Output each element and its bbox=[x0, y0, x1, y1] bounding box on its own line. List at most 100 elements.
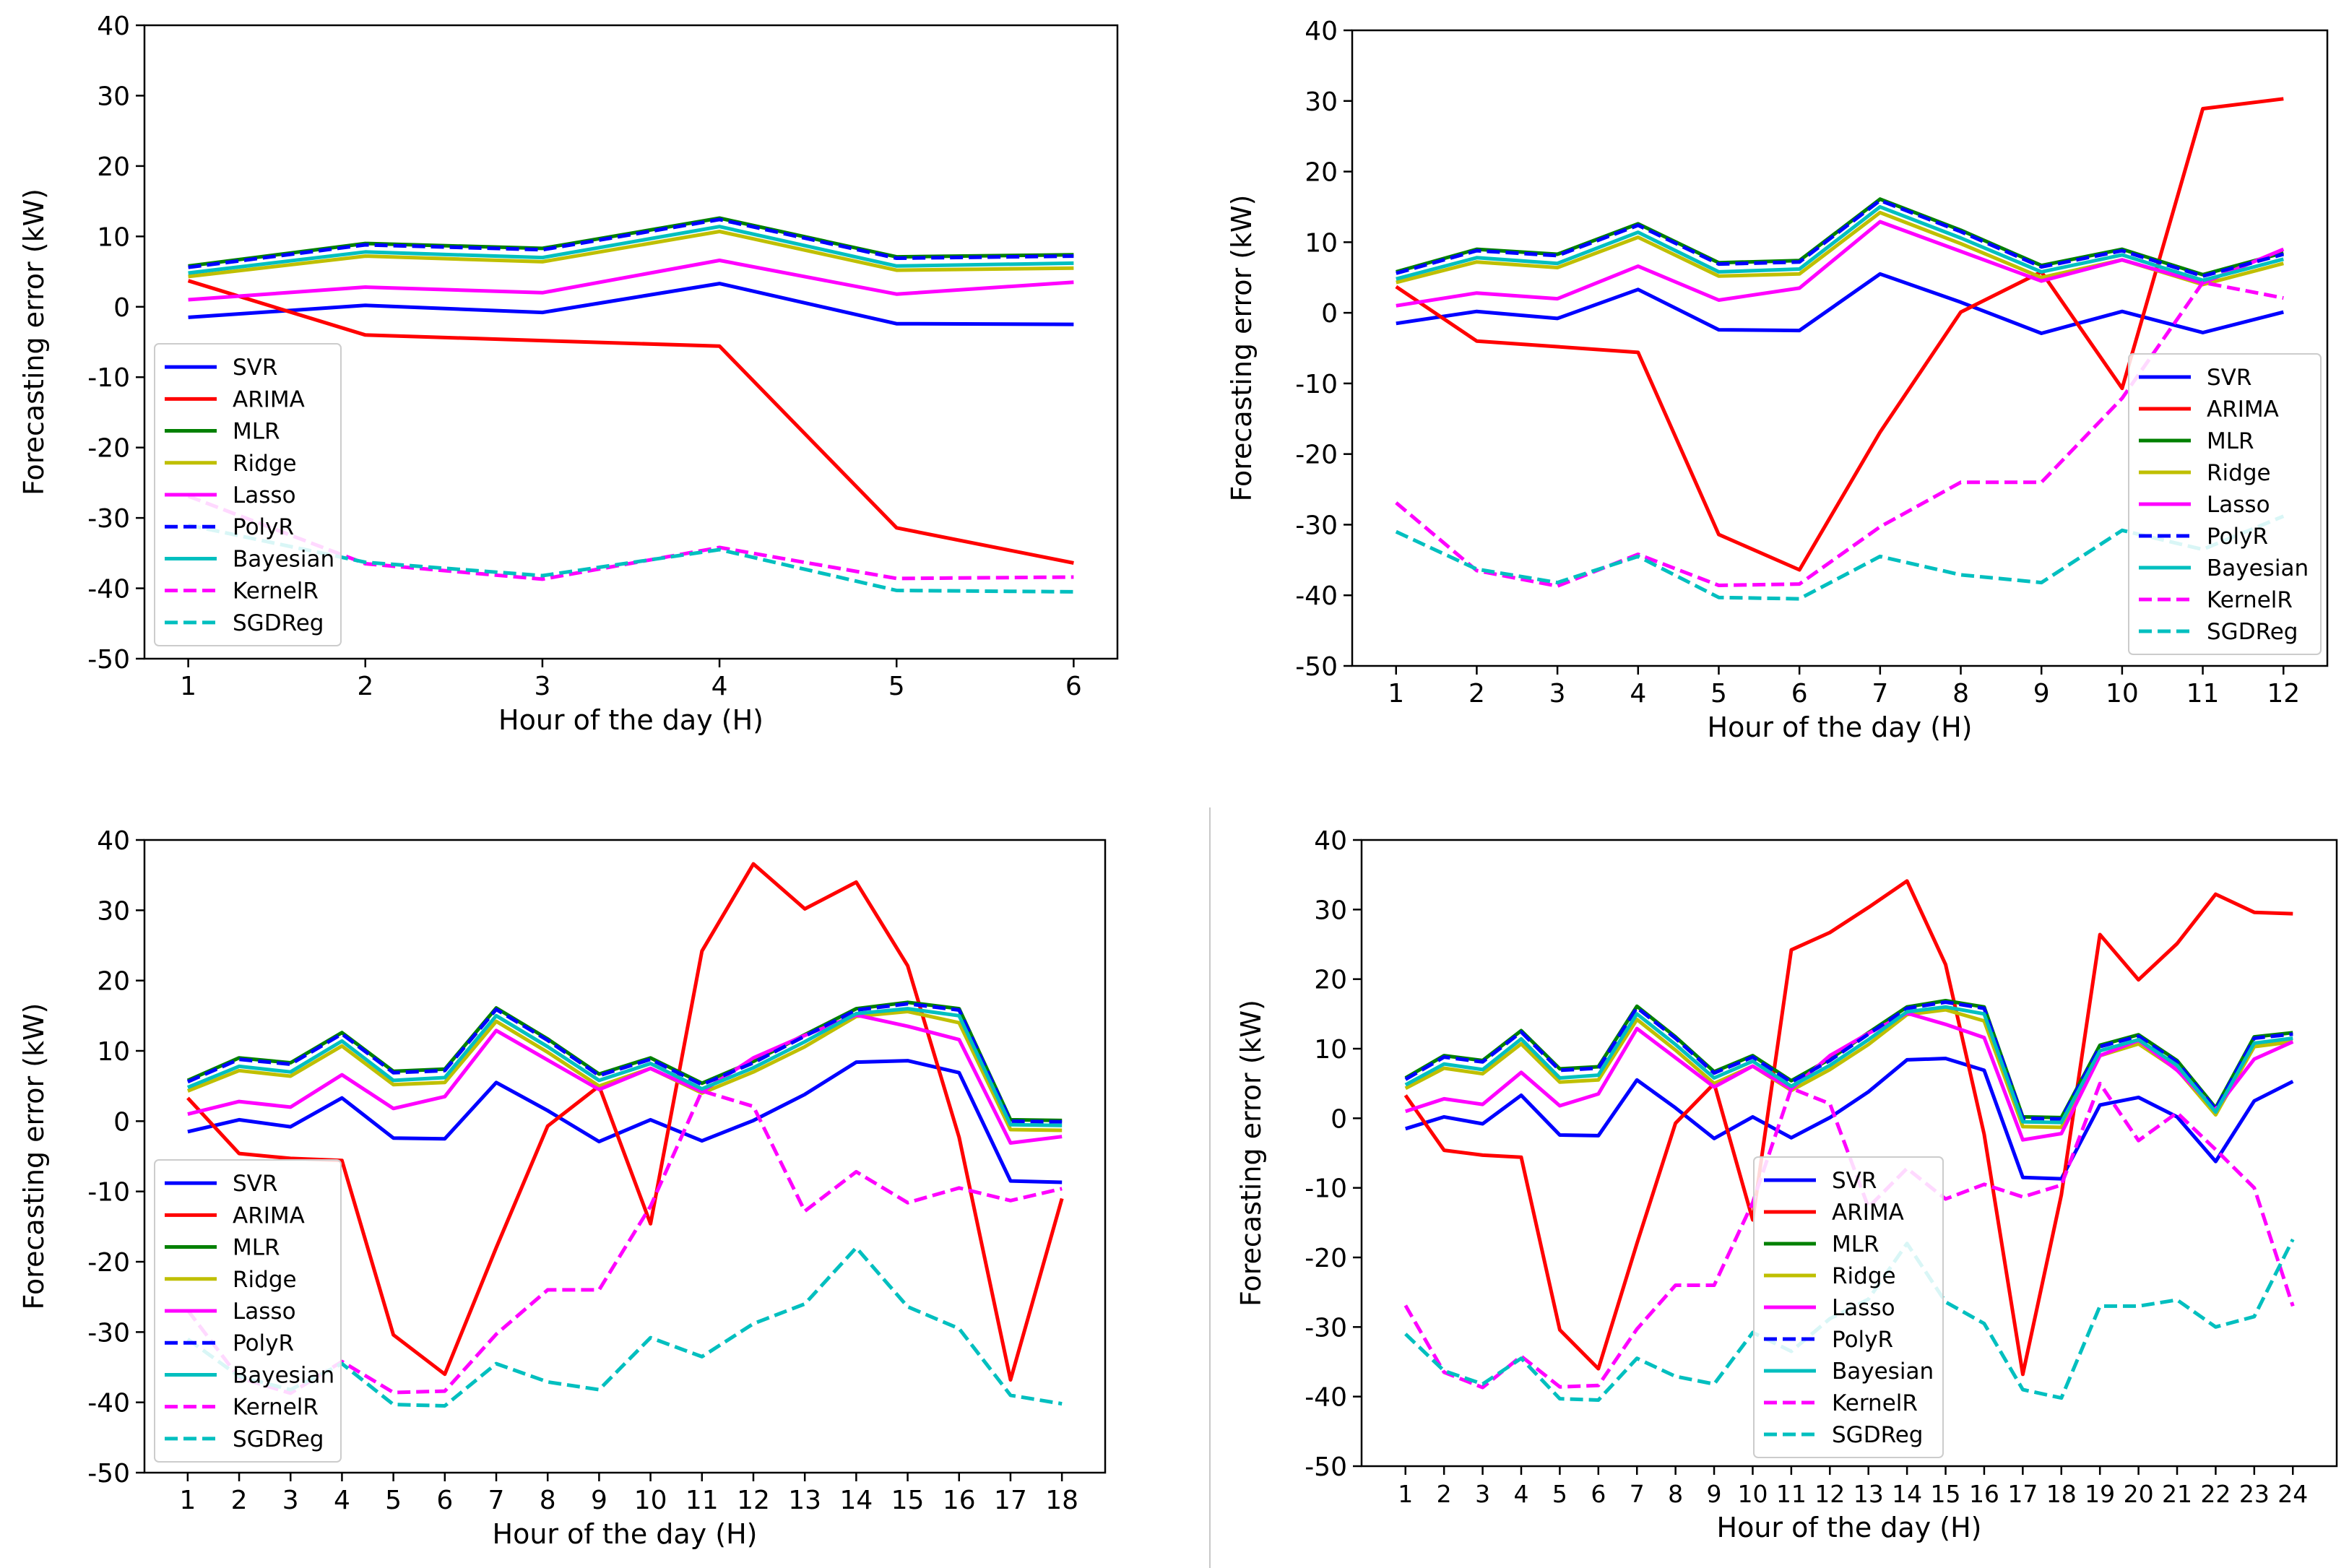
legend-label-arima: ARIMA bbox=[1832, 1200, 1904, 1226]
series-line-lasso bbox=[1405, 1011, 2294, 1142]
legend-label-arima: ARIMA bbox=[2207, 397, 2279, 423]
y-tick-label: -40 bbox=[1295, 581, 1338, 611]
x-tick-label: 4 bbox=[334, 1486, 350, 1515]
y-tick-label: -30 bbox=[87, 1318, 130, 1348]
y-tick-label: -10 bbox=[87, 363, 130, 393]
legend-label-svr: SVR bbox=[233, 355, 277, 381]
x-axis-label: Hour of the day (H) bbox=[493, 1518, 758, 1550]
legend-label-polyr: PolyR bbox=[233, 1330, 294, 1356]
legend-label-ridge: Ridge bbox=[233, 451, 297, 477]
series-line-lasso bbox=[188, 259, 1074, 302]
x-tick-label: 5 bbox=[888, 672, 905, 701]
legend-label-svr: SVR bbox=[233, 1171, 277, 1197]
y-tick-label: 30 bbox=[1314, 896, 1347, 925]
series-line-lasso bbox=[1396, 220, 2285, 308]
x-tick-label: 24 bbox=[2277, 1480, 2308, 1508]
axes-frame bbox=[143, 839, 1107, 1474]
x-tick-label: 15 bbox=[1931, 1480, 1961, 1508]
y-tick-label: 30 bbox=[97, 82, 130, 111]
x-tick-label: 8 bbox=[1668, 1480, 1683, 1508]
x-tick-label: 8 bbox=[540, 1486, 556, 1515]
legend-label-sgdreg: SGDReg bbox=[233, 610, 324, 636]
legend-label-lasso: Lasso bbox=[2207, 492, 2270, 518]
legend-box bbox=[1753, 1156, 1944, 1458]
series-line-bayesian bbox=[188, 225, 1074, 275]
legend-label-svr: SVR bbox=[2207, 365, 2251, 391]
y-tick-label: -30 bbox=[1305, 1313, 1347, 1343]
legend-label-sgdreg: SGDReg bbox=[233, 1426, 324, 1452]
y-tick-label: 10 bbox=[97, 1037, 130, 1067]
axes-frame bbox=[1360, 839, 2338, 1468]
x-tick-label: 14 bbox=[1892, 1480, 1922, 1508]
y-tick-label: -30 bbox=[1295, 511, 1338, 540]
y-tick-label: 30 bbox=[97, 896, 130, 926]
x-tick-label: 10 bbox=[1737, 1480, 1768, 1508]
y-tick-label: -10 bbox=[1305, 1174, 1347, 1204]
y-tick-label: -50 bbox=[87, 645, 130, 675]
legend: SVR ARIMA MLR Ridge Lasso PolyR Bayesian Kernel… bbox=[154, 343, 342, 646]
series-line-polyr bbox=[1404, 1000, 2293, 1121]
legend-label-mlr: MLR bbox=[233, 419, 280, 445]
y-axis-label: Forecasting error (kW) bbox=[1235, 1000, 1267, 1307]
series-line-mlr bbox=[188, 216, 1074, 268]
x-tick-label: 16 bbox=[943, 1486, 976, 1515]
x-tick-label: 11 bbox=[1776, 1480, 1807, 1508]
legend-label-lasso: Lasso bbox=[233, 1299, 296, 1325]
y-tick-label: 0 bbox=[1321, 299, 1338, 329]
x-tick-label: 1 bbox=[180, 672, 196, 701]
y-tick-label: 40 bbox=[97, 826, 130, 856]
legend-label-polyr: PolyR bbox=[233, 514, 294, 540]
legend-label-sgdreg: SGDReg bbox=[2207, 619, 2298, 645]
legend-label-ridge: Ridge bbox=[233, 1267, 297, 1293]
x-tick-label: 12 bbox=[2267, 679, 2300, 709]
x-tick-label: 23 bbox=[2239, 1480, 2270, 1508]
series-line-arima bbox=[187, 279, 1074, 565]
legend-label-kernelr: KernelR bbox=[233, 579, 319, 605]
legend: SVR ARIMA MLR Ridge Lasso PolyR Bayesian Kernel… bbox=[1753, 1156, 1944, 1458]
x-tick-label: 7 bbox=[488, 1486, 505, 1515]
series-line-bayesian bbox=[1396, 204, 2284, 282]
legend-box bbox=[154, 343, 342, 646]
legend-box bbox=[154, 1159, 342, 1463]
x-tick-label: 2 bbox=[1437, 1480, 1452, 1508]
legend-label-bayesian: Bayesian bbox=[233, 1362, 334, 1388]
series-line-bayesian bbox=[1404, 1005, 2293, 1125]
x-tick-label: 6 bbox=[1591, 1480, 1606, 1508]
x-axis-label: Hour of the day (H) bbox=[1708, 711, 1973, 743]
y-tick-label: 20 bbox=[97, 967, 130, 997]
x-tick-label: 12 bbox=[1814, 1480, 1845, 1508]
x-tick-label: 9 bbox=[1707, 1480, 1722, 1508]
chart-panel-1: -50 -40 -30 -20 -10 0 10 20 30 40 1 2 3 4 5 6 Hour of th… bbox=[18, 12, 1119, 736]
x-tick-label: 20 bbox=[2124, 1480, 2154, 1508]
x-tick-label: 1 bbox=[179, 1486, 196, 1515]
series-line-ridge bbox=[188, 230, 1074, 279]
x-tick-label: 3 bbox=[1475, 1480, 1490, 1508]
x-tick-label: 2 bbox=[357, 672, 373, 701]
x-tick-label: 17 bbox=[994, 1486, 1027, 1515]
y-tick-label: -50 bbox=[1305, 1452, 1347, 1482]
series-line-svr bbox=[188, 282, 1074, 326]
y-tick-label: -10 bbox=[1295, 370, 1338, 399]
y-tick-label: -40 bbox=[87, 575, 130, 605]
y-tick-label: 40 bbox=[1305, 17, 1338, 46]
x-tick-label: 2 bbox=[231, 1486, 248, 1515]
x-tick-label: 18 bbox=[2046, 1480, 2077, 1508]
y-tick-label: -20 bbox=[87, 434, 130, 464]
y-tick-label: 20 bbox=[1314, 966, 1347, 995]
legend-label-bayesian: Bayesian bbox=[2207, 555, 2309, 581]
x-tick-label: 3 bbox=[282, 1486, 299, 1515]
series-line-arima bbox=[1395, 97, 2284, 572]
x-tick-label: 4 bbox=[711, 672, 728, 701]
x-tick-label: 18 bbox=[1045, 1486, 1078, 1515]
series-line-svr bbox=[1405, 1057, 2294, 1181]
legend-label-svr: SVR bbox=[1832, 1168, 1877, 1194]
y-axis-label: Forecasting error (kW) bbox=[1226, 195, 1258, 502]
x-tick-label: 11 bbox=[2186, 679, 2220, 709]
y-tick-label: 20 bbox=[97, 152, 130, 182]
series-line-polyr bbox=[186, 1002, 1063, 1124]
panel-divider bbox=[1209, 807, 1211, 1568]
x-tick-label: 6 bbox=[436, 1486, 453, 1515]
